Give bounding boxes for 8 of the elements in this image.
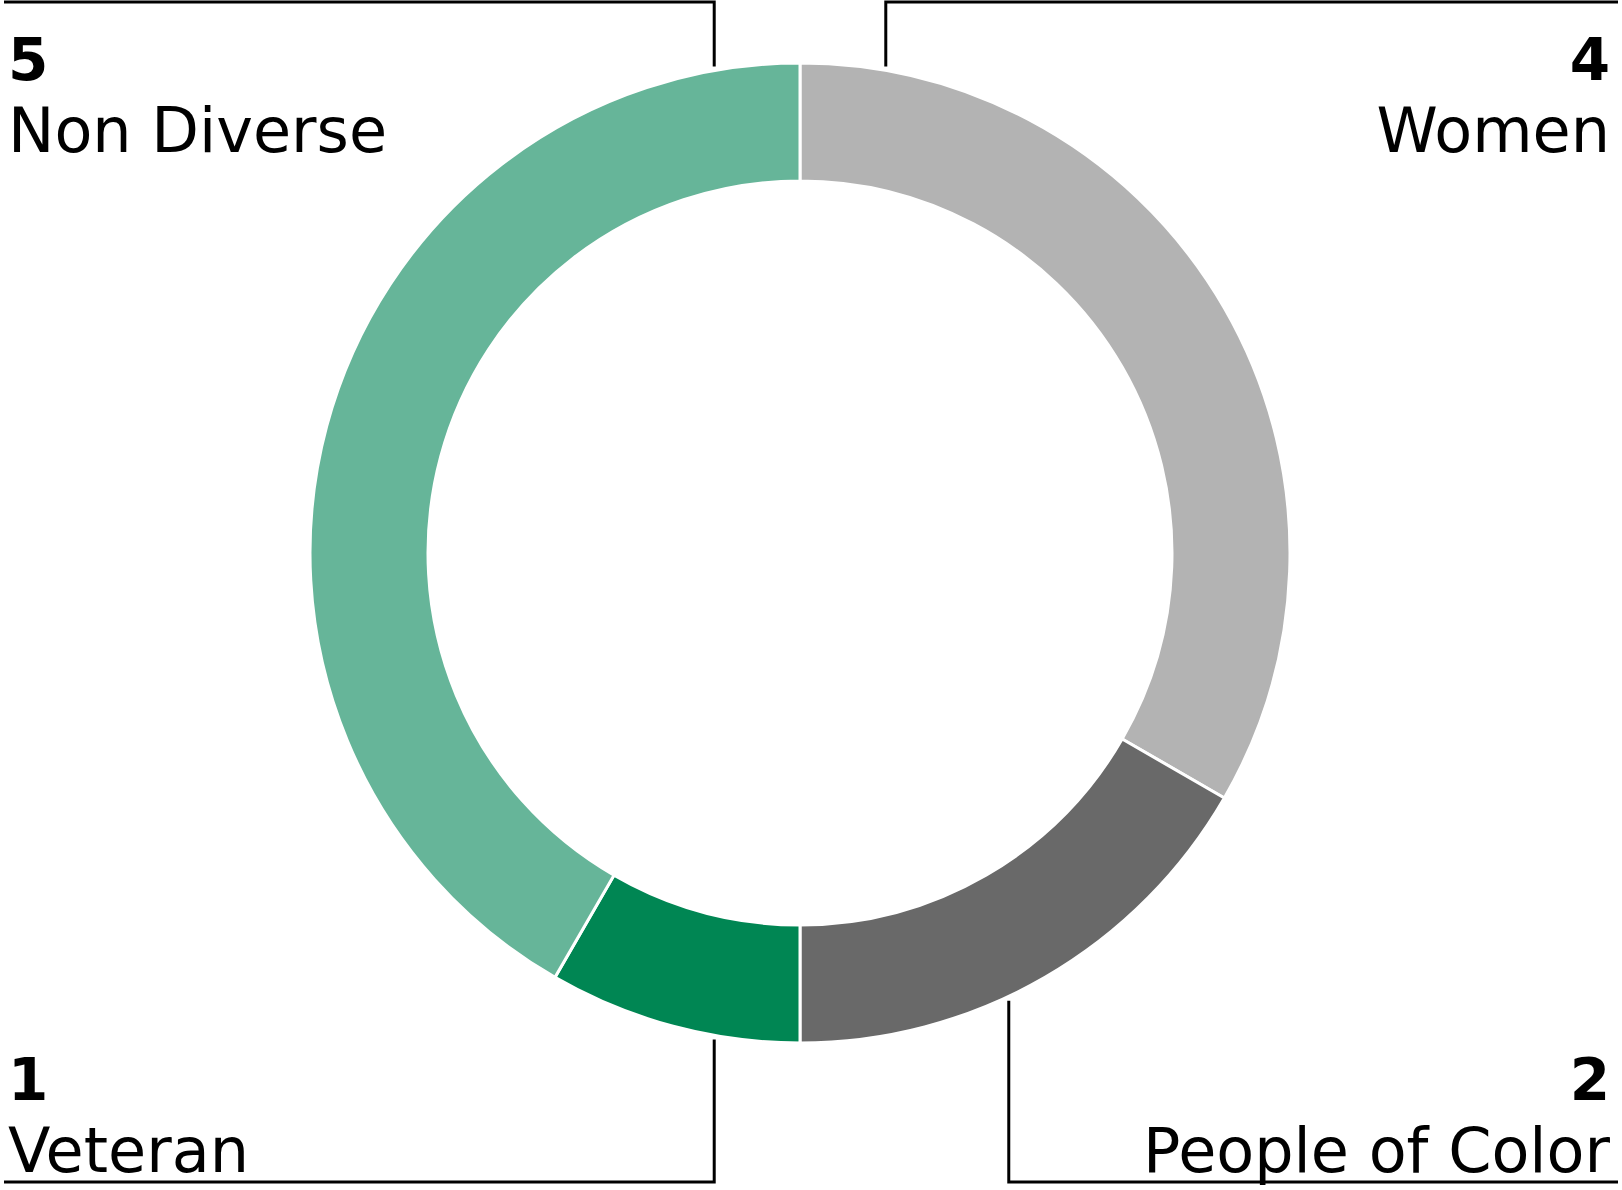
slice-label: Veteran bbox=[8, 1114, 249, 1187]
slice-label: Non Diverse bbox=[8, 94, 388, 167]
data-label: 5 bbox=[8, 26, 49, 94]
data-label: 1 bbox=[8, 1046, 49, 1114]
data-label: 4 bbox=[1569, 26, 1610, 94]
slice-label: Women bbox=[1376, 94, 1610, 167]
data-label: 2 bbox=[1569, 1046, 1610, 1114]
slice-label: People of Color bbox=[1142, 1114, 1611, 1187]
